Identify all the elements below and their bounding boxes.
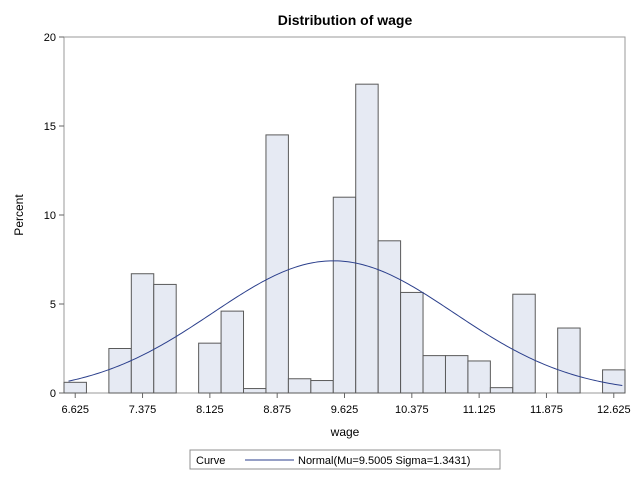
histogram-bar (243, 388, 267, 394)
chart-title: Distribution of wage (278, 12, 413, 28)
histogram-bar (355, 83, 379, 394)
histogram-bar (63, 381, 87, 394)
histogram-bar (153, 283, 177, 394)
x-tick-label: 8.125 (196, 404, 224, 416)
y-tick-label: 10 (44, 210, 56, 222)
y-tick-label: 0 (50, 388, 56, 400)
normal-curve (68, 260, 623, 387)
histogram-bar (467, 360, 491, 394)
x-tick-label: 9.625 (331, 404, 359, 416)
histogram-bar (444, 355, 469, 394)
x-tick-label: 11.125 (463, 404, 496, 416)
histogram-bar (310, 380, 334, 394)
histogram-bar (332, 196, 357, 394)
legend-title: Curve (196, 455, 225, 467)
histogram-bar (422, 355, 446, 394)
x-axis-label: wage (330, 425, 360, 439)
y-tick-label: 15 (44, 121, 56, 133)
histogram-bar (265, 134, 289, 394)
x-tick-label: 7.375 (129, 404, 157, 416)
histogram-bar (220, 310, 245, 394)
legend-curve-label: Normal(Mu=9.5005 Sigma=1.3431) (298, 455, 470, 467)
histogram-bar (130, 273, 155, 394)
histogram-bar (108, 348, 132, 394)
histogram-bar (287, 378, 312, 394)
y-axis-label: Percent (12, 194, 26, 236)
plot-area: 0 5 10 15 20 6.625 7.375 8.125 8.875 9.625 10.375 1… (44, 32, 631, 416)
x-tick-label: 6.625 (61, 404, 89, 416)
histogram-bar (557, 327, 581, 394)
legend: Curve Normal(Mu=9.5005 Sigma=1.3431) (189, 449, 501, 470)
histogram-bar (198, 342, 222, 394)
x-tick-label: 8.875 (263, 404, 291, 416)
legend-frame (189, 449, 501, 470)
y-tick-label: 5 (50, 299, 56, 311)
x-tick-label: 11.875 (530, 404, 563, 416)
histogram-bar (377, 240, 402, 394)
x-tick-label: 12.625 (597, 404, 631, 416)
histogram-bar (400, 291, 424, 394)
histogram-bar (489, 387, 514, 394)
histogram-bar (512, 293, 536, 394)
y-tick-label: 20 (44, 32, 56, 44)
x-tick-label: 10.375 (395, 404, 429, 416)
histogram-bar (602, 369, 626, 394)
